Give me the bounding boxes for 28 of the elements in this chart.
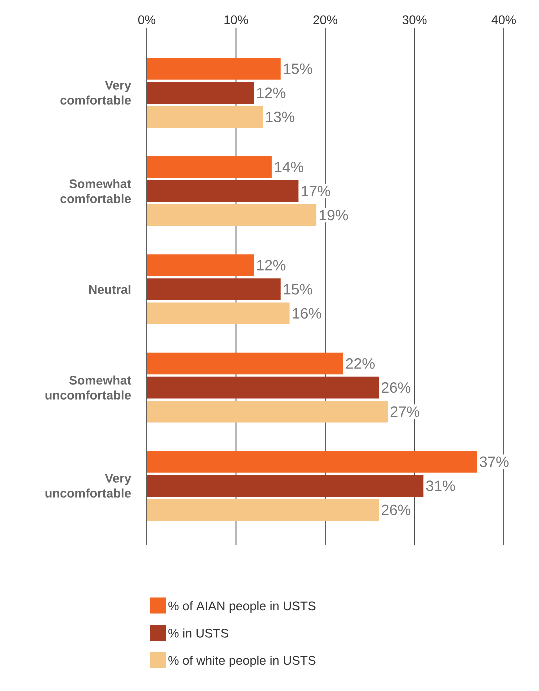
- legend-label: % in USTS: [168, 628, 228, 638]
- data-label: 19%: [320, 210, 348, 221]
- legend-label: % of white people in USTS: [168, 656, 316, 668]
- data-label: 26%: [382, 504, 411, 516]
- y-tick-label: Somewhat comfortable: [60, 179, 132, 204]
- x-tick-label: 0%: [138, 16, 156, 24]
- data-label: 26%: [382, 382, 411, 394]
- x-tick-label: 10%: [224, 16, 248, 24]
- data-label: 12%: [257, 260, 286, 271]
- data-label: 22%: [346, 358, 375, 369]
- x-tick-label: 40%: [492, 16, 516, 24]
- data-label: 17%: [302, 186, 330, 197]
- x-tick-label: 30%: [402, 16, 427, 24]
- x-tick-label: 20%: [314, 16, 338, 24]
- data-label: 15%: [284, 64, 312, 74]
- y-tick-label: Somewhat uncomfortable: [46, 376, 132, 400]
- data-label: 31%: [426, 480, 456, 492]
- data-label: 14%: [275, 162, 304, 172]
- data-label: 15%: [284, 284, 312, 295]
- data-label: 13%: [266, 112, 295, 122]
- data-label: 12%: [257, 88, 286, 98]
- y-tick-label: Very comfortable: [60, 81, 132, 105]
- y-tick-label: Neutral: [89, 284, 131, 294]
- legend-label: % of AIAN people in USTS: [168, 601, 316, 614]
- data-label: 27%: [390, 406, 420, 418]
- data-label: 16%: [293, 308, 322, 319]
- data-label: 37%: [480, 456, 509, 468]
- y-tick-label: Very uncomfortable: [46, 474, 132, 498]
